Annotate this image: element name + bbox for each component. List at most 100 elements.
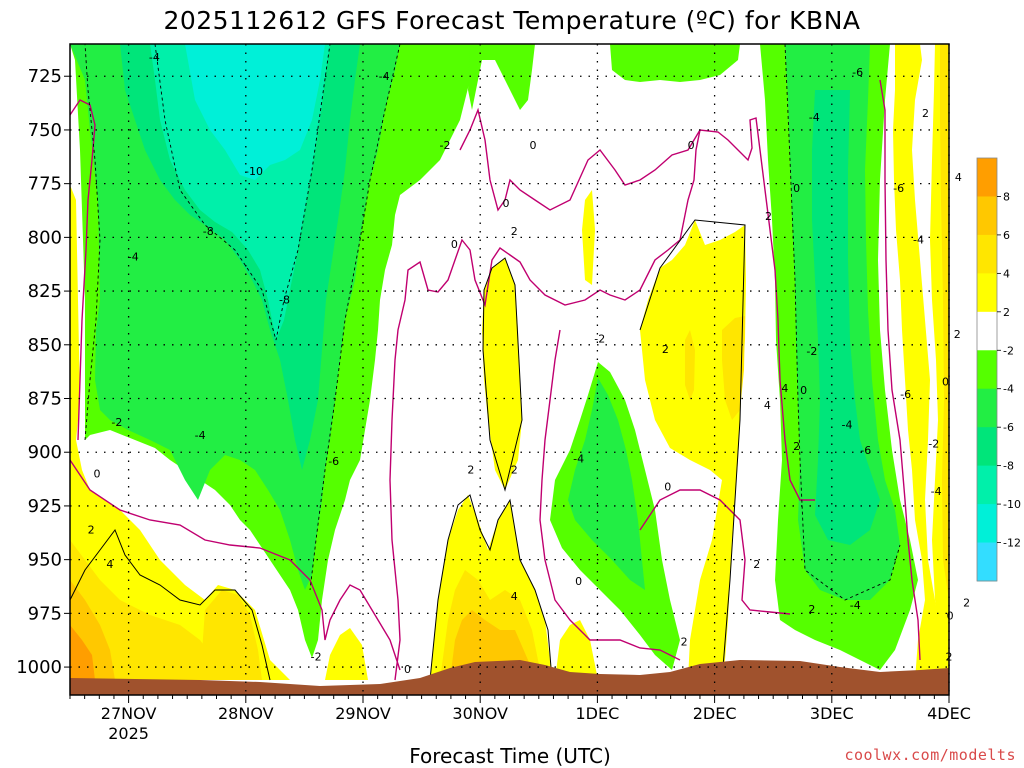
contour-label: -4 xyxy=(809,111,820,124)
contour-label: -4 xyxy=(913,234,924,247)
contour-label: -2 xyxy=(311,650,322,663)
contour-label: 0 xyxy=(451,238,458,251)
contour-label: -2 xyxy=(111,416,122,429)
region-plus2-29nov xyxy=(325,628,368,680)
contour-line-black-2 xyxy=(429,494,553,681)
contour-label: 0 xyxy=(793,182,800,195)
contour-label: 4 xyxy=(106,558,113,571)
contour-label: -2 xyxy=(928,438,939,451)
region-plus2-4dec xyxy=(893,44,949,680)
contour-label: 0 xyxy=(947,610,954,623)
contour-label: 2 xyxy=(963,597,970,610)
colorbar-swatch xyxy=(977,311,997,351)
contour-label: -4 xyxy=(379,70,390,83)
contour-label: -4 xyxy=(195,429,206,442)
contour-label: -2 xyxy=(594,332,605,345)
x-tick-label: 4DEC xyxy=(927,704,971,723)
colorbar-tick-label: -2 xyxy=(1003,344,1014,357)
chart-title: 2025112612 GFS Forecast Temperature (ºC)… xyxy=(163,6,861,35)
contour-label: 4 xyxy=(955,171,962,184)
contour-label: 0 xyxy=(529,139,536,152)
contour-label: 0 xyxy=(93,468,100,481)
contour-line-dashed-4 xyxy=(784,44,901,601)
watermark-text: coolwx.com/modelts xyxy=(844,746,1016,764)
zero-line-1 xyxy=(70,459,401,671)
contour-label: 2 xyxy=(793,440,800,453)
x-axis-label: Forecast Time (UTC) xyxy=(409,744,611,768)
contour-label: 2 xyxy=(88,524,95,537)
x-tick-label: 3DEC xyxy=(810,704,854,723)
region-minus10-left xyxy=(185,44,325,180)
x-tick-label: 30NOV xyxy=(452,704,508,723)
contour-label: -4 xyxy=(573,453,584,466)
colorbar-swatch xyxy=(977,542,997,582)
contour-label: 4 xyxy=(511,590,518,603)
colorbar-tick-label: 2 xyxy=(1003,306,1010,319)
contour-label: 2 xyxy=(922,107,929,120)
y-tick-label: 875 xyxy=(28,389,62,410)
region-plus4-4dec xyxy=(940,44,949,600)
colorbar-tick-label: 6 xyxy=(1003,229,1010,242)
colorbar-swatch xyxy=(977,196,997,236)
contour-line-layer xyxy=(70,44,921,681)
colorbar: 8 6 4 2 -2 -4 -6 -8 -10 -12 xyxy=(976,157,1021,582)
y-tick-label: 825 xyxy=(28,281,62,302)
contour-label: 0 xyxy=(404,663,411,676)
contour-label: 2 xyxy=(681,635,688,648)
contour-label: 0 xyxy=(575,575,582,588)
colorbar-tick-label: 4 xyxy=(1003,267,1010,280)
y-tick-label: 850 xyxy=(28,335,62,356)
contour-line-black-4 xyxy=(639,219,746,681)
region-plus2-30nov-upper xyxy=(482,258,522,490)
contour-label: 2 xyxy=(511,463,518,476)
colorbar-swatch xyxy=(977,465,997,505)
contour-label: -10 xyxy=(245,165,263,178)
contour-label: 2 xyxy=(954,328,961,341)
contour-line-dashed-1 xyxy=(84,44,101,441)
y-axis: 725 750 775 800 825 850 875 900 925 950 975 1000 xyxy=(16,66,70,678)
contour-label: 2 xyxy=(511,225,518,238)
region-minus2-topright xyxy=(610,44,740,82)
contour-label: 2 xyxy=(662,343,669,356)
x-tick-sublabel: 2025 xyxy=(108,724,149,743)
y-tick-label: 950 xyxy=(28,550,62,571)
y-tick-label: 775 xyxy=(28,174,62,195)
contour-label: -8 xyxy=(279,294,290,307)
contour-label: 0 xyxy=(502,197,509,210)
colorbar-tick-label: -8 xyxy=(1003,460,1014,473)
y-tick-label: 725 xyxy=(28,66,62,87)
y-tick-label: 1000 xyxy=(16,657,62,678)
contour-label: 2 xyxy=(765,210,772,223)
contour-label: -4 xyxy=(850,599,861,612)
zero-line-5 xyxy=(539,329,681,661)
region-plus4-2dec xyxy=(685,330,695,400)
contour-label: -8 xyxy=(203,225,214,238)
colorbar-frame xyxy=(976,157,998,582)
region-minus6-right xyxy=(812,90,880,545)
contour-line-black-1 xyxy=(70,528,271,681)
y-tick-label: 800 xyxy=(28,227,62,248)
region-plus2-1dec-bottom xyxy=(555,620,598,680)
contour-fill-layer xyxy=(70,44,949,695)
contour-label: 2 xyxy=(467,463,474,476)
colorbar-tick-label: -12 xyxy=(1003,537,1021,550)
region-plus4-28nov xyxy=(200,590,262,680)
contour-label: -6 xyxy=(900,388,911,401)
terrain-ground xyxy=(70,660,949,695)
contour-label: -6 xyxy=(860,444,871,457)
region-minus4-1dec xyxy=(568,378,645,590)
colorbar-swatch xyxy=(977,273,997,313)
x-tick-label: 1DEC xyxy=(576,704,620,723)
colorbar-tick-label: -4 xyxy=(1003,383,1014,396)
plot-frame xyxy=(69,43,950,696)
y-tick-label: 750 xyxy=(28,120,62,141)
contour-label: -6 xyxy=(852,66,863,79)
colorbar-tick-label: -6 xyxy=(1003,421,1014,434)
contour-label: -2 xyxy=(806,345,817,358)
x-tick-label: 29NOV xyxy=(335,704,391,723)
colorbar-swatch xyxy=(977,350,997,390)
contour-label: -2 xyxy=(440,139,451,152)
region-plus2-2dec xyxy=(640,220,746,680)
